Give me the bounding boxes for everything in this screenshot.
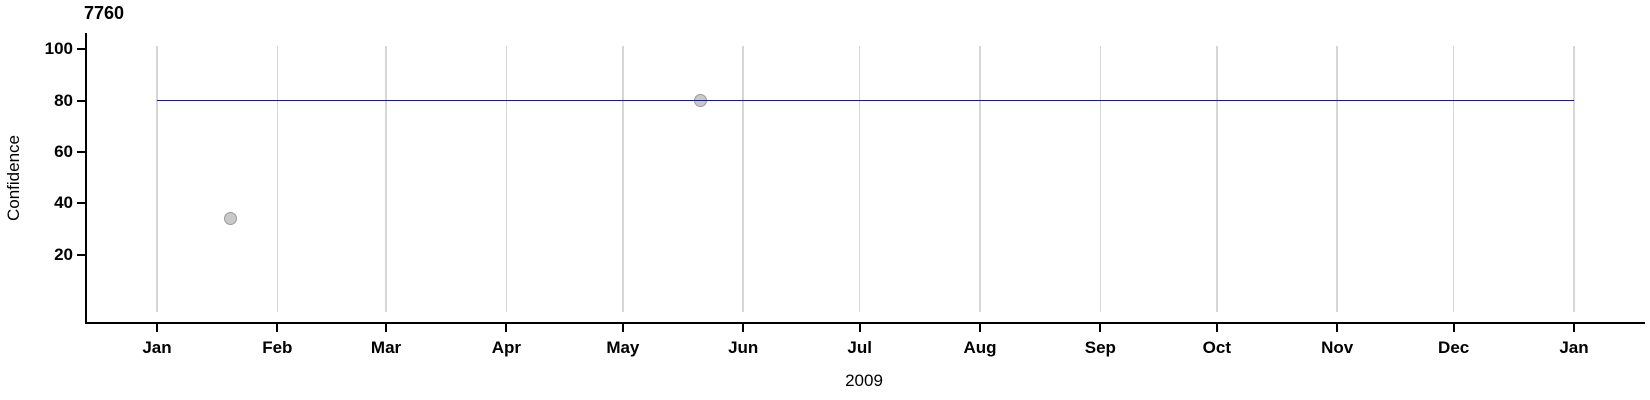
data-point <box>224 212 238 226</box>
month-gridline <box>385 46 387 312</box>
x-tick-label: Oct <box>1202 338 1231 357</box>
month-gridline <box>505 46 508 312</box>
reference-line <box>157 99 1574 102</box>
month-gridline <box>858 46 861 312</box>
y-tick-mark <box>77 99 86 102</box>
month-gridline <box>1336 46 1338 312</box>
x-tick-label: Jul <box>847 338 872 357</box>
month-gridline <box>1216 46 1218 312</box>
x-axis-year-label: 2009 <box>845 371 883 390</box>
x-tick-label: Aug <box>963 338 997 357</box>
y-tick-label: 20 <box>54 244 73 264</box>
x-tick-label: May <box>606 338 640 357</box>
month-gridline <box>156 46 158 312</box>
x-tick-label: Jan <box>1559 338 1589 357</box>
x-tick-label: Jun <box>728 338 759 357</box>
y-tick-mark <box>77 151 86 153</box>
x-tick-mark <box>385 324 388 332</box>
y-tick-mark <box>77 48 86 51</box>
chart-title: 7760 <box>84 3 125 23</box>
month-gridline <box>276 46 279 312</box>
x-axis-line <box>85 322 1645 324</box>
month-gridline <box>1099 46 1102 312</box>
x-tick-mark <box>276 324 279 332</box>
x-tick-mark <box>621 324 624 332</box>
x-tick-label: Apr <box>491 338 522 357</box>
x-tick-mark <box>742 324 745 332</box>
x-tick-label: Sep <box>1084 338 1116 357</box>
x-tick-mark <box>1452 324 1455 332</box>
x-tick-label: Nov <box>1321 338 1354 357</box>
y-tick-mark <box>77 253 86 256</box>
month-gridline <box>1452 46 1455 312</box>
month-gridline <box>622 46 624 312</box>
x-tick-mark <box>1215 324 1218 332</box>
x-tick-mark <box>1573 324 1575 332</box>
x-tick-mark <box>979 324 982 332</box>
month-gridline <box>742 46 744 312</box>
y-tick-label: 100 <box>44 39 73 59</box>
x-tick-label: Jan <box>142 338 172 357</box>
y-tick-label: 40 <box>54 193 73 213</box>
month-gridline <box>979 46 981 312</box>
month-gridline <box>1573 46 1575 312</box>
y-axis-line <box>85 33 87 323</box>
x-tick-label: Feb <box>262 338 293 357</box>
x-tick-mark <box>1099 324 1102 332</box>
y-tick-label: 60 <box>54 142 73 161</box>
x-tick-mark <box>1336 324 1339 332</box>
x-tick-mark <box>505 324 508 332</box>
y-tick-label: 80 <box>54 90 73 110</box>
x-tick-label: Dec <box>1438 338 1470 357</box>
x-tick-mark <box>156 324 158 332</box>
x-tick-label: Mar <box>370 338 402 357</box>
y-tick-mark <box>77 202 86 205</box>
x-tick-mark <box>858 324 861 332</box>
